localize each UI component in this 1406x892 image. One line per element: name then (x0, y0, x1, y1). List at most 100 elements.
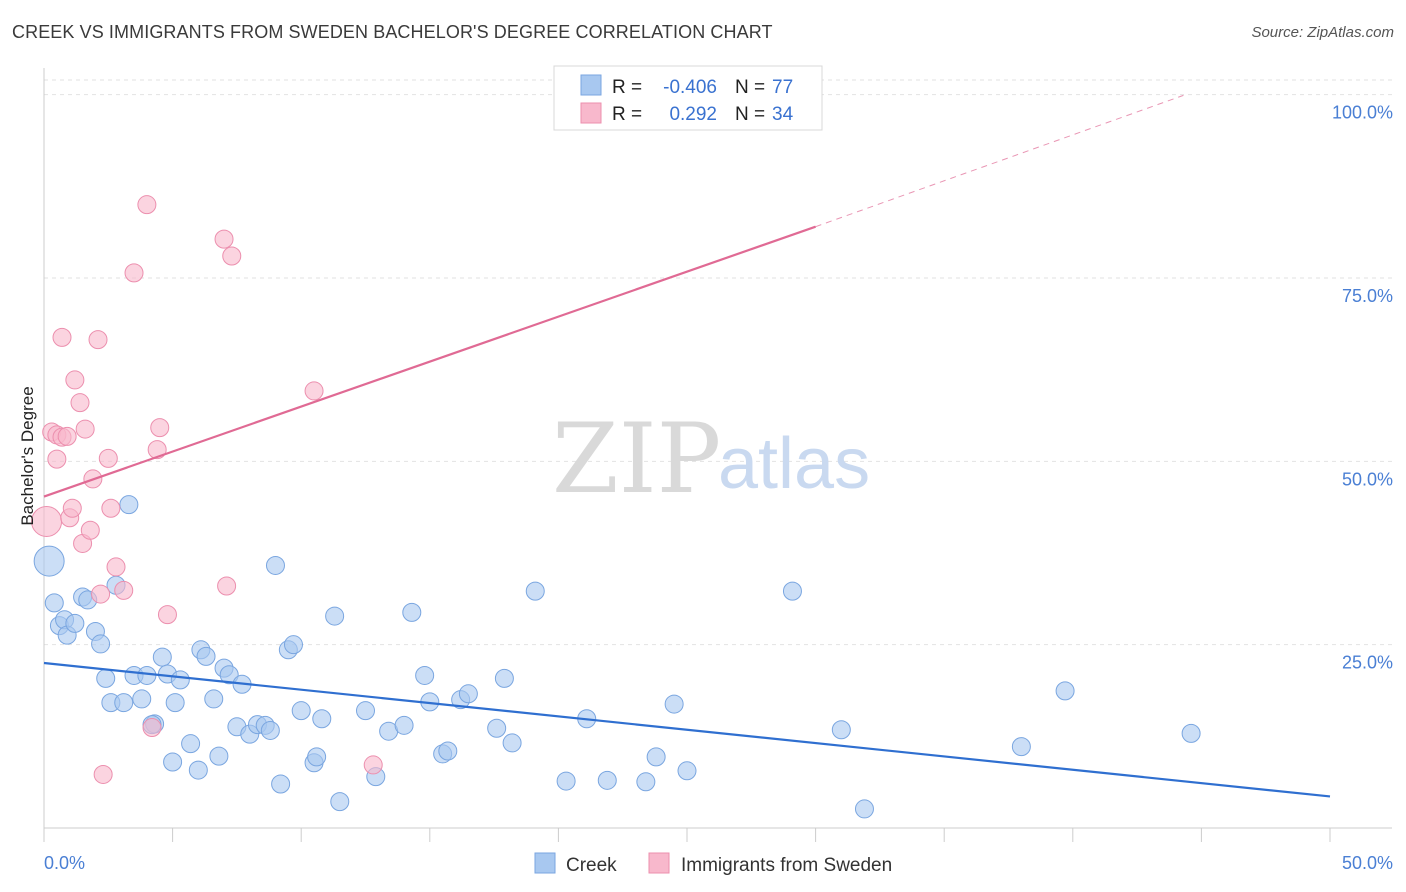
creek-point (402, 602, 422, 622)
legend-r-label-sweden: R = (612, 104, 642, 125)
sweden-point (98, 448, 118, 468)
creek-point (487, 718, 507, 738)
sweden-point (93, 764, 113, 784)
creek-point (96, 668, 116, 688)
sweden-point (91, 584, 111, 604)
creek-point (646, 747, 666, 767)
y-tick-label: 100.0% (1332, 103, 1393, 123)
creek-point (831, 720, 851, 740)
creek-point (438, 741, 458, 761)
correlation-legend: R = -0.406 N = 77 R = 0.292 N = 34 (553, 65, 823, 131)
creek-point (204, 689, 224, 709)
legend-swatch-sweden (580, 102, 602, 124)
sweden-point (222, 246, 242, 266)
creek-point (556, 771, 576, 791)
sweden-point (142, 718, 162, 738)
x-tick-label: 0.0% (44, 853, 85, 873)
creek-trend-line (43, 661, 1331, 798)
watermark: ZIP atlas (552, 403, 870, 515)
creek-point (165, 693, 185, 713)
creek-point (525, 581, 545, 601)
legend-n-value-sweden: 34 (772, 104, 794, 125)
creek-point (271, 774, 291, 794)
creek-point (33, 545, 65, 577)
legend-swatch-creek (580, 74, 602, 96)
sweden-point (124, 263, 144, 283)
creek-point (458, 684, 478, 704)
creek-point (415, 665, 435, 685)
sweden-point (147, 440, 167, 460)
y-axis-title: Bachelor's Degree (18, 386, 37, 525)
creek-point (265, 555, 285, 575)
sweden-point (157, 605, 177, 625)
creek-point (260, 720, 280, 740)
creek-point (356, 701, 375, 721)
legend-n-label-creek: N = (735, 77, 765, 98)
legend-r-value-creek: -0.406 (663, 77, 717, 98)
creek-point (312, 709, 332, 729)
creek-point (664, 694, 684, 714)
creek-point (181, 734, 201, 754)
creek-point (137, 665, 157, 685)
creek-point (283, 635, 303, 655)
creek-point (188, 760, 208, 780)
x-tick-label: 50.0% (1342, 853, 1393, 873)
creek-point (132, 689, 152, 709)
creek-point (114, 693, 134, 713)
y-tick-label: 25.0% (1342, 653, 1393, 673)
sweden-point (75, 419, 95, 439)
y-tick-labels: 25.0% 50.0% 75.0% 100.0% (1332, 103, 1393, 673)
sweden-point (47, 449, 67, 469)
legend-r-value-sweden: 0.292 (669, 104, 717, 125)
trend-lines (43, 94, 1331, 798)
creek-point (65, 613, 85, 633)
creek-point (394, 715, 414, 735)
creek-point (91, 634, 111, 654)
creek-point (1181, 723, 1201, 743)
legend-r-label-creek: R = (612, 77, 642, 98)
sweden-point (114, 580, 134, 600)
creek-point (782, 581, 802, 601)
creek-point (494, 668, 514, 688)
creek-point (597, 770, 617, 790)
bottom-legend-swatch-sweden (648, 852, 670, 874)
creek-point (44, 593, 64, 613)
creek-point (636, 772, 656, 792)
creek-point (119, 495, 139, 515)
creek-point (1011, 737, 1031, 757)
watermark-atlas: atlas (718, 424, 870, 504)
sweden-point (363, 755, 383, 775)
axes (43, 68, 1392, 842)
legend-n-label-sweden: N = (735, 104, 765, 125)
sweden-point (214, 229, 234, 249)
sweden-point (217, 576, 237, 596)
sweden-point (88, 330, 108, 350)
chart-title: CREEK VS IMMIGRANTS FROM SWEDEN BACHELOR… (12, 22, 773, 42)
creek-point (196, 646, 216, 666)
y-tick-label: 50.0% (1342, 469, 1393, 489)
source-label: Source: ZipAtlas.com (1251, 24, 1394, 41)
y-tick-label: 75.0% (1342, 286, 1393, 306)
sweden-point (65, 370, 85, 390)
legend-n-value-creek: 77 (772, 77, 793, 98)
sweden-point (57, 426, 77, 446)
bottom-legend-label-sweden: Immigrants from Sweden (681, 855, 892, 876)
creek-point (170, 670, 190, 690)
creek-point (163, 752, 183, 772)
sweden-point (80, 520, 100, 540)
bottom-legend-swatch-creek (534, 852, 556, 874)
sweden-point (70, 393, 90, 413)
sweden-point (52, 327, 72, 347)
sweden-point (62, 498, 82, 518)
x-tick-labels: 0.0% 50.0% (44, 853, 1393, 873)
sweden-point (304, 381, 324, 401)
creek-point (677, 761, 697, 781)
creek-point (219, 665, 239, 685)
sweden-trend-line (43, 225, 816, 498)
sweden-trend-extension (815, 94, 1184, 228)
creek-point (209, 746, 229, 766)
sweden-point (106, 557, 126, 577)
creek-point (854, 799, 874, 819)
creek-point (325, 606, 345, 626)
